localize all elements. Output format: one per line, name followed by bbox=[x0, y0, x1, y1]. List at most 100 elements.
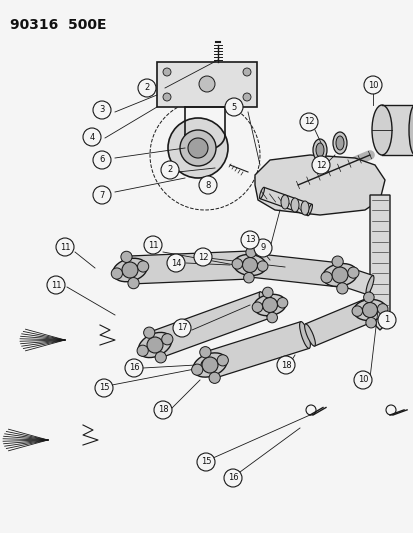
Circle shape bbox=[143, 327, 154, 338]
Ellipse shape bbox=[204, 352, 215, 378]
Circle shape bbox=[242, 93, 250, 101]
Text: 3: 3 bbox=[99, 106, 104, 115]
Ellipse shape bbox=[335, 136, 343, 150]
Circle shape bbox=[194, 248, 211, 266]
Circle shape bbox=[320, 272, 331, 283]
Circle shape bbox=[166, 254, 185, 272]
Text: 10: 10 bbox=[357, 376, 367, 384]
Ellipse shape bbox=[149, 332, 160, 358]
Circle shape bbox=[147, 337, 163, 353]
Text: 2: 2 bbox=[144, 84, 149, 93]
Text: 18: 18 bbox=[157, 406, 168, 415]
Polygon shape bbox=[336, 265, 372, 295]
Circle shape bbox=[163, 68, 171, 76]
Circle shape bbox=[245, 247, 256, 257]
Circle shape bbox=[336, 283, 347, 294]
Text: 6: 6 bbox=[99, 156, 104, 165]
Polygon shape bbox=[369, 195, 389, 330]
Circle shape bbox=[331, 256, 342, 267]
Circle shape bbox=[363, 292, 373, 303]
Polygon shape bbox=[150, 292, 269, 358]
Text: 11: 11 bbox=[51, 280, 61, 289]
Circle shape bbox=[168, 118, 228, 178]
Circle shape bbox=[377, 311, 395, 329]
Text: 8: 8 bbox=[205, 181, 210, 190]
Circle shape bbox=[254, 239, 271, 257]
Ellipse shape bbox=[371, 105, 391, 155]
Ellipse shape bbox=[364, 299, 375, 321]
Circle shape bbox=[257, 261, 267, 271]
Circle shape bbox=[299, 113, 317, 131]
Bar bbox=[379, 105, 413, 155]
Ellipse shape bbox=[322, 263, 356, 286]
Ellipse shape bbox=[259, 187, 264, 199]
Text: 13: 13 bbox=[244, 236, 255, 245]
Polygon shape bbox=[254, 155, 384, 215]
Ellipse shape bbox=[307, 204, 312, 216]
Circle shape bbox=[199, 176, 216, 194]
Ellipse shape bbox=[315, 143, 323, 157]
Circle shape bbox=[242, 257, 257, 272]
Circle shape bbox=[240, 231, 259, 249]
Text: 11: 11 bbox=[147, 240, 158, 249]
Text: 16: 16 bbox=[128, 364, 139, 373]
Circle shape bbox=[163, 93, 171, 101]
Text: 1: 1 bbox=[383, 316, 389, 325]
Circle shape bbox=[154, 401, 171, 419]
Circle shape bbox=[161, 334, 173, 345]
Circle shape bbox=[47, 276, 65, 294]
Circle shape bbox=[122, 262, 138, 278]
Ellipse shape bbox=[233, 254, 266, 276]
Circle shape bbox=[243, 272, 254, 283]
Text: 12: 12 bbox=[315, 160, 325, 169]
Ellipse shape bbox=[408, 105, 413, 155]
Ellipse shape bbox=[300, 201, 308, 215]
Ellipse shape bbox=[304, 324, 315, 346]
Polygon shape bbox=[305, 299, 374, 346]
Circle shape bbox=[362, 303, 377, 318]
Circle shape bbox=[93, 186, 111, 204]
Circle shape bbox=[217, 355, 228, 366]
Ellipse shape bbox=[290, 198, 298, 212]
Circle shape bbox=[276, 356, 294, 374]
Circle shape bbox=[128, 278, 139, 289]
Ellipse shape bbox=[365, 276, 373, 295]
Polygon shape bbox=[205, 321, 309, 378]
Ellipse shape bbox=[246, 251, 253, 279]
Circle shape bbox=[365, 318, 375, 328]
Circle shape bbox=[199, 346, 211, 358]
Circle shape bbox=[188, 138, 207, 158]
Circle shape bbox=[93, 101, 111, 119]
Ellipse shape bbox=[353, 300, 385, 320]
Polygon shape bbox=[248, 253, 340, 287]
Text: 15: 15 bbox=[99, 384, 109, 392]
Text: 10: 10 bbox=[367, 80, 377, 90]
Bar bbox=[157, 62, 256, 107]
Ellipse shape bbox=[246, 253, 253, 277]
Circle shape bbox=[347, 267, 358, 278]
Text: 16: 16 bbox=[227, 473, 238, 482]
Circle shape bbox=[197, 453, 214, 471]
Polygon shape bbox=[259, 187, 311, 216]
Circle shape bbox=[311, 156, 329, 174]
Circle shape bbox=[262, 297, 277, 312]
Circle shape bbox=[223, 469, 242, 487]
Ellipse shape bbox=[280, 195, 288, 209]
Circle shape bbox=[137, 345, 148, 357]
Text: 17: 17 bbox=[176, 324, 187, 333]
Text: 2: 2 bbox=[167, 166, 172, 174]
Ellipse shape bbox=[253, 294, 286, 316]
Ellipse shape bbox=[312, 139, 326, 161]
Circle shape bbox=[262, 287, 273, 298]
Ellipse shape bbox=[138, 333, 171, 358]
Circle shape bbox=[191, 364, 202, 375]
Text: 14: 14 bbox=[170, 259, 181, 268]
Text: 15: 15 bbox=[200, 457, 211, 466]
Text: 90316  500E: 90316 500E bbox=[10, 18, 106, 32]
Circle shape bbox=[173, 319, 190, 337]
Circle shape bbox=[209, 372, 220, 383]
Circle shape bbox=[56, 238, 74, 256]
Circle shape bbox=[144, 236, 161, 254]
Circle shape bbox=[125, 359, 142, 377]
Circle shape bbox=[95, 379, 113, 397]
